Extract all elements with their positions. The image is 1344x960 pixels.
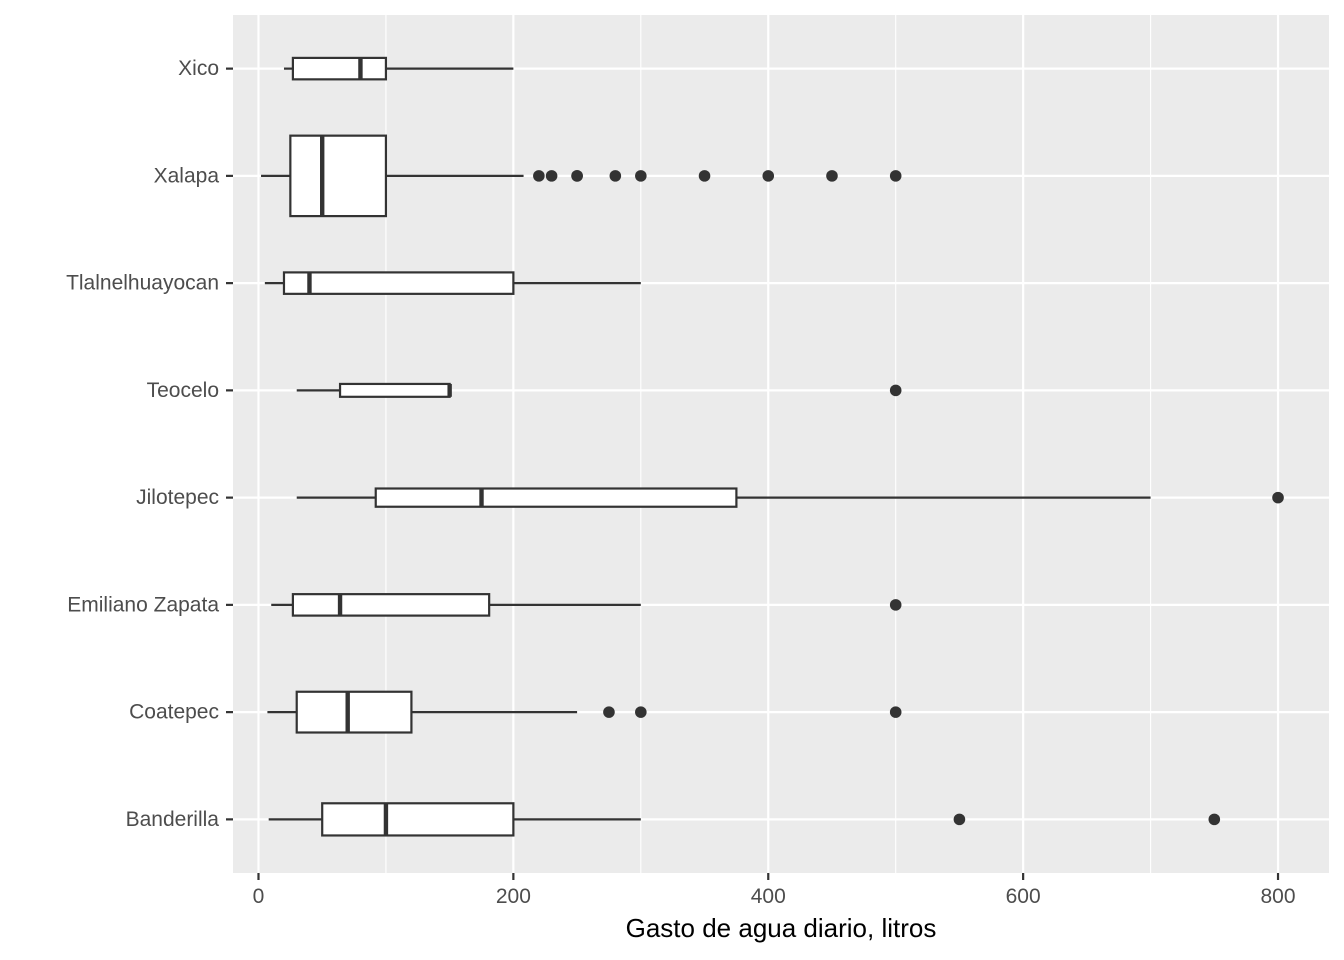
box-jilotepec — [296, 487, 1284, 508]
outlier-point — [609, 170, 622, 182]
box-xalapa — [261, 134, 902, 218]
y-tick-label-xalapa: Xalapa — [154, 164, 220, 187]
outlier-point — [635, 706, 647, 718]
x-axis: 0 200 400 600 800 — [253, 873, 1296, 908]
outlier-point — [889, 706, 902, 718]
x-tick-label-600: 600 — [1006, 885, 1041, 908]
box-series — [261, 56, 1284, 837]
box-tlalnelhuayocan — [264, 271, 641, 295]
outlier-point — [953, 813, 966, 826]
x-tick-label-0: 0 — [253, 885, 265, 908]
y-tick-label-coatepec: Coatepec — [129, 701, 219, 724]
box-emiliano-zapata — [271, 593, 902, 617]
y-tick-label-banderilla: Banderilla — [126, 808, 220, 831]
box-iqr — [338, 382, 451, 398]
box-iqr — [289, 134, 388, 218]
box-iqr — [282, 271, 515, 295]
plot-panel — [233, 15, 1329, 873]
y-tick-label-jilotepec: Jilotepec — [136, 486, 219, 509]
outlier-point — [603, 706, 615, 718]
x-tick-label-800: 800 — [1260, 885, 1295, 908]
box-coatepec — [267, 690, 902, 734]
outlier-point — [762, 170, 775, 182]
y-axis: Banderilla Coatepec Emiliano Zapata Jilotep… — [66, 57, 233, 831]
outlier-point — [533, 170, 545, 182]
box-banderilla — [268, 802, 1221, 837]
box-iqr — [295, 690, 413, 734]
y-tick-label-teocelo: Teocelo — [147, 379, 219, 402]
outlier-point — [889, 599, 902, 611]
x-tick-label-400: 400 — [751, 885, 786, 908]
x-axis-title: Gasto de agua diario, litros — [626, 913, 937, 943]
outlier-point — [826, 170, 838, 182]
box-xico — [283, 56, 514, 81]
outlier-point — [635, 170, 647, 182]
box-iqr — [374, 487, 738, 508]
outlier-point — [571, 170, 583, 182]
outlier-point — [889, 170, 902, 182]
outlier-point — [889, 384, 902, 397]
outlier-point — [1208, 813, 1221, 826]
outlier-point — [1272, 491, 1284, 504]
box-iqr — [291, 593, 491, 617]
y-tick-label-tlalnelhuayocan: Tlalnelhuayocan — [66, 272, 219, 295]
box-teocelo — [296, 382, 902, 398]
x-tick-label-200: 200 — [496, 885, 531, 908]
y-tick-label-xico: Xico — [178, 57, 219, 80]
outlier-point — [545, 170, 558, 182]
box-iqr — [321, 802, 515, 837]
y-tick-label-emiliano-zapata: Emiliano Zapata — [67, 593, 219, 616]
box-iqr — [291, 56, 388, 81]
outlier-point — [698, 170, 711, 182]
